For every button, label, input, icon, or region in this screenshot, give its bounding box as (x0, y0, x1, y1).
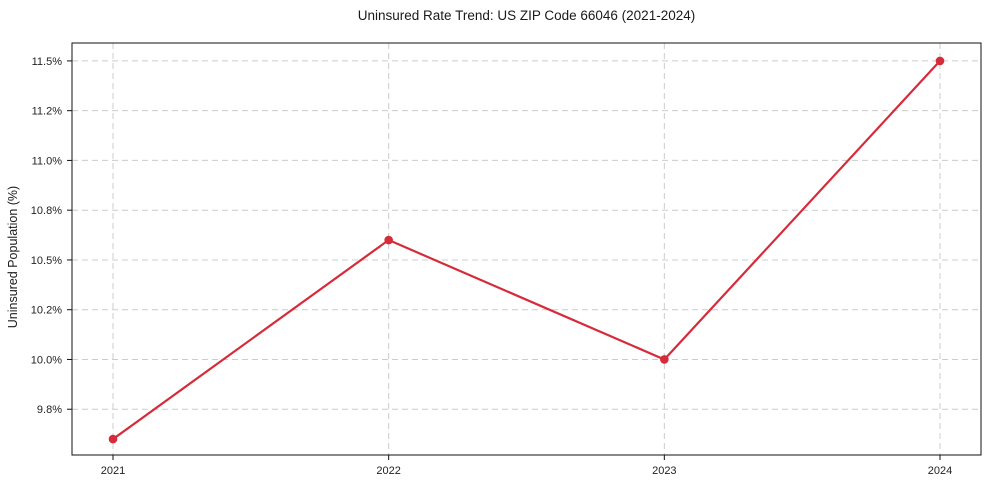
y-tick-label: 10.0% (31, 354, 62, 366)
plot-border (71, 42, 982, 456)
data-point-2021 (108, 434, 118, 444)
x-tick-label: 2024 (928, 465, 952, 477)
y-tick-label: 9.8% (37, 404, 62, 416)
y-tick-label: 10.5% (31, 255, 62, 267)
trend-line (111, 59, 942, 441)
data-point-2022 (384, 235, 393, 245)
y-tick-label: 10.2% (31, 305, 62, 317)
chart-title: Uninsured Rate Trend: US ZIP Code 66046 … (357, 8, 696, 23)
y-tick-label: 11.5% (32, 56, 63, 68)
y-tick-label: 10.8% (31, 205, 62, 217)
data-point-2023 (660, 355, 669, 364)
y-tick-label: 11.0% (32, 155, 63, 167)
y-tick-label: 11.2% (32, 106, 63, 118)
x-tick-label: 2022 (376, 465, 400, 477)
x-tick-label: 2023 (652, 465, 676, 477)
data-point-2024 (935, 56, 945, 66)
x-tick-label: 2021 (101, 465, 125, 477)
